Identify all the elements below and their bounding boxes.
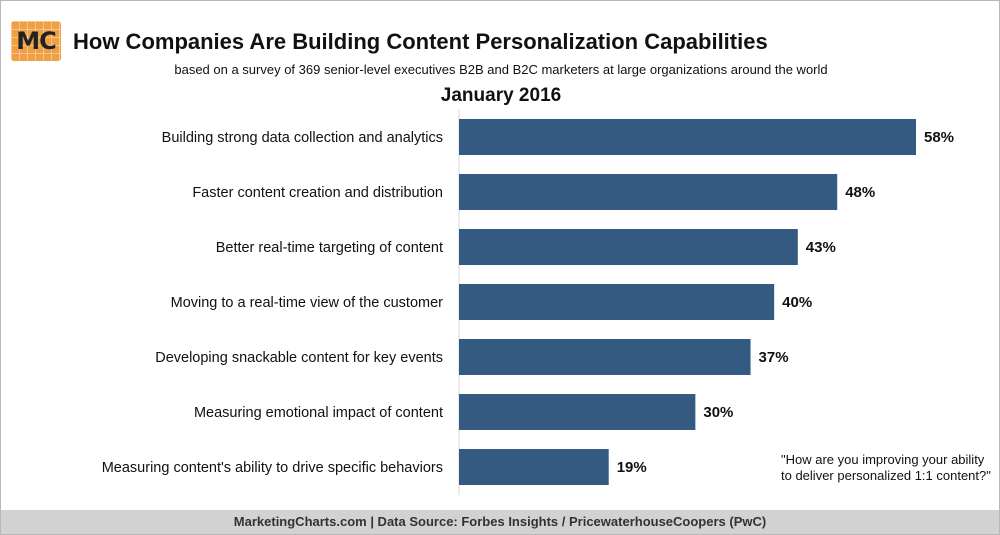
category-label: Measuring content's ability to drive spe…: [102, 460, 443, 476]
footer-source: MarketingCharts.com | Data Source: Forbe…: [1, 510, 999, 534]
logo-text: MC: [16, 27, 57, 55]
bar: [459, 284, 775, 320]
logo-grid: [11, 21, 61, 61]
chart-subtitle: based on a survey of 369 senior-level ex…: [174, 62, 828, 77]
category-label: Measuring emotional impact of content: [194, 405, 443, 421]
category-label: Developing snackable content for key eve…: [155, 350, 443, 366]
value-label: 19%: [617, 459, 647, 476]
category-label: Faster content creation and distribution: [192, 185, 443, 201]
bar: [459, 339, 751, 375]
marketingcharts-logo: MC: [11, 21, 61, 61]
bar-chart: Building strong data collection and anal…: [102, 109, 954, 495]
value-label: 40%: [782, 294, 812, 311]
bar: [459, 119, 916, 155]
chart-title: How Companies Are Building Content Perso…: [73, 29, 768, 54]
category-label: Building strong data collection and anal…: [162, 130, 443, 146]
value-label: 37%: [759, 349, 789, 366]
category-label: Better real-time targeting of content: [216, 240, 443, 256]
bar: [459, 229, 798, 265]
value-label: 30%: [703, 404, 733, 421]
bar: [459, 449, 609, 485]
chart-period: January 2016: [440, 85, 562, 106]
value-label: 43%: [806, 239, 836, 256]
category-label: Moving to a real-time view of the custom…: [171, 295, 444, 311]
value-label: 58%: [924, 129, 954, 146]
bar: [459, 174, 838, 210]
bar: [459, 394, 696, 430]
value-label: 48%: [845, 184, 875, 201]
survey-question-note: "How are you improving your ability to d…: [781, 452, 991, 483]
